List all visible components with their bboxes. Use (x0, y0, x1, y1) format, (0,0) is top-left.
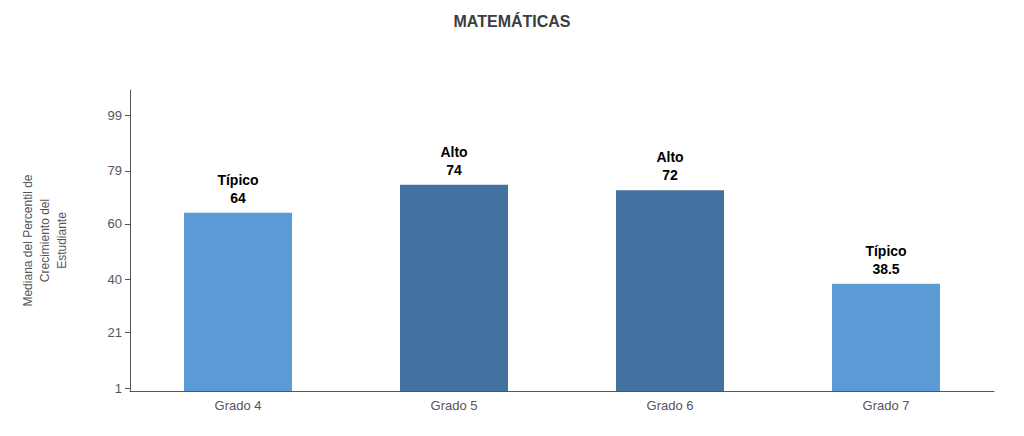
svg-text:72: 72 (662, 167, 678, 183)
svg-text:Típico: Típico (865, 243, 906, 259)
svg-text:MATEMÁTICAS: MATEMÁTICAS (453, 12, 570, 30)
svg-text:64: 64 (230, 190, 246, 206)
svg-text:60: 60 (108, 216, 122, 231)
svg-text:Grado 6: Grado 6 (647, 398, 694, 413)
svg-text:Mediana del Percentil de: Mediana del Percentil de (21, 174, 35, 306)
svg-text:38.5: 38.5 (872, 261, 899, 277)
svg-text:74: 74 (446, 162, 462, 178)
svg-text:Estudiante: Estudiante (55, 212, 69, 269)
svg-text:21: 21 (108, 325, 122, 340)
svg-text:1: 1 (115, 381, 122, 396)
svg-text:99: 99 (108, 108, 122, 123)
svg-text:40: 40 (108, 272, 122, 287)
svg-text:Crecimiento del: Crecimiento del (38, 199, 52, 282)
svg-text:Grado 4: Grado 4 (215, 398, 262, 413)
svg-text:Grado 7: Grado 7 (863, 398, 910, 413)
svg-text:Alto: Alto (656, 149, 683, 165)
svg-text:79: 79 (108, 163, 122, 178)
svg-text:Típico: Típico (217, 172, 258, 188)
svg-text:Alto: Alto (440, 144, 467, 160)
svg-text:Grado 5: Grado 5 (431, 398, 478, 413)
